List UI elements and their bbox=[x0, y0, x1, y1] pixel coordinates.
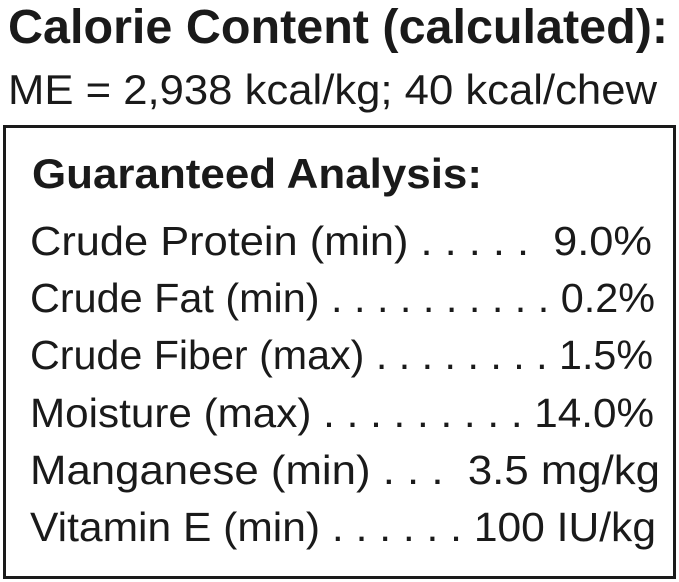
calorie-content-value: ME = 2,938 kcal/kg; 40 kcal/chew bbox=[8, 66, 657, 113]
guaranteed-analysis-box bbox=[3, 125, 676, 579]
row-dots: . . . . . . . . . bbox=[311, 390, 535, 436]
row-value: 0.2% bbox=[560, 275, 656, 321]
row-dots: . . . . . . . . bbox=[364, 332, 560, 378]
row-label: Crude Protein (min) bbox=[30, 218, 409, 264]
analysis-row-vitamin-e: Vitamin E (min) . . . . . . 100 IU/kg bbox=[30, 504, 656, 550]
row-value: 1.5% bbox=[559, 332, 653, 378]
row-label: Crude Fat (min) bbox=[30, 275, 320, 321]
row-label: Crude Fiber (max) bbox=[30, 332, 365, 378]
analysis-row-manganese: Manganese (min) . . . 3.5 mg/kg bbox=[30, 447, 660, 493]
analysis-row-crude-fat: Crude Fat (min) . . . . . . . . . . 0.2% bbox=[30, 275, 655, 321]
row-label: Vitamin E (min) bbox=[30, 504, 321, 550]
row-dots: . . . . . bbox=[408, 218, 554, 264]
row-label: Moisture (max) bbox=[30, 390, 312, 436]
row-value: 9.0% bbox=[553, 218, 652, 264]
row-dots: . . . . . . . . . . bbox=[319, 275, 561, 321]
row-dots: . . . . . . bbox=[320, 504, 474, 550]
row-label: Manganese (min) bbox=[30, 447, 371, 493]
row-value: 14.0% bbox=[534, 390, 654, 436]
guaranteed-analysis-heading: Guaranteed Analysis: bbox=[32, 150, 482, 197]
analysis-row-crude-fiber: Crude Fiber (max) . . . . . . . . 1.5% bbox=[30, 332, 653, 378]
row-dots: . . . bbox=[370, 447, 468, 493]
analysis-row-crude-protein: Crude Protein (min) . . . . . 9.0% bbox=[30, 218, 652, 264]
calorie-content-title: Calorie Content (calculated): bbox=[8, 1, 668, 54]
row-value: 100 IU/kg bbox=[473, 504, 656, 550]
analysis-row-moisture: Moisture (max) . . . . . . . . . 14.0% bbox=[30, 390, 654, 436]
row-value: 3.5 mg/kg bbox=[467, 447, 660, 493]
